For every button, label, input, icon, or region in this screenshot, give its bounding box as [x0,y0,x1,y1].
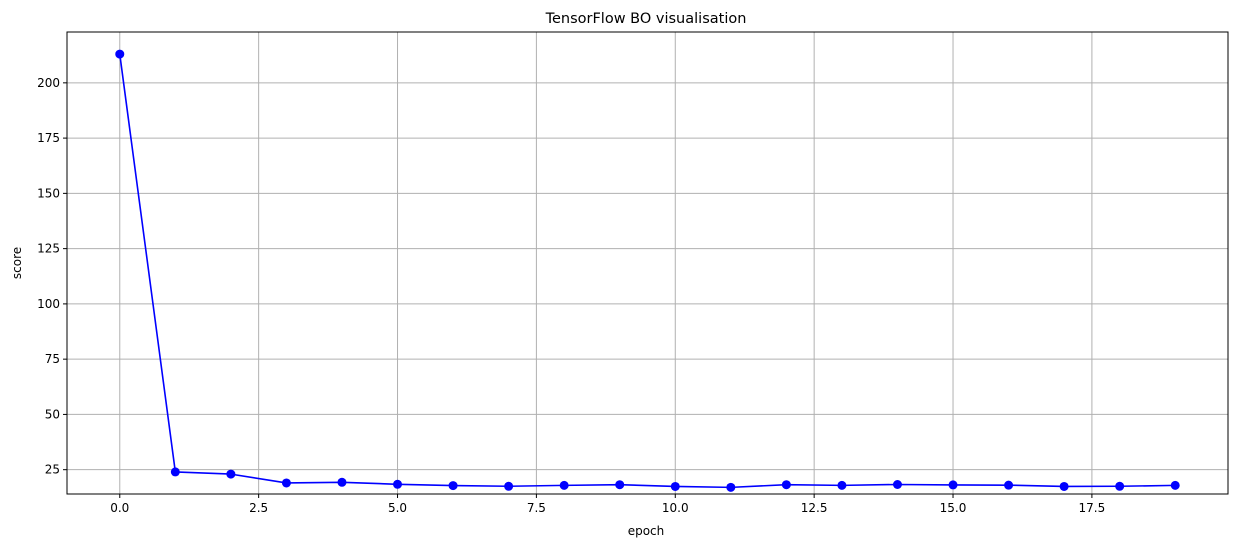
data-point [837,480,847,490]
data-point [115,49,125,59]
x-axis: 0.0 2.5 5.0 7.5 10.0 12.5 15.0 17.5 [110,494,1105,515]
x-tick-label: 0.0 [110,501,129,515]
data-point [281,478,291,488]
y-tick-label: 125 [37,242,60,256]
data-point [1059,481,1069,491]
data-point [559,480,569,490]
data-point [781,480,791,490]
y-tick-label: 200 [37,76,60,90]
data-point [1170,480,1180,490]
data-point [504,481,514,491]
data-point [393,479,403,489]
data-point [892,479,902,489]
plot-frame [66,31,1229,495]
x-tick-label: 15.0 [940,501,967,515]
y-tick-label: 75 [45,352,60,366]
y-tick-label: 50 [45,407,60,421]
x-tick-label: 10.0 [662,501,689,515]
data-point [948,480,958,490]
data-point [670,481,680,491]
y-tick-label: 100 [37,297,60,311]
y-tick-label: 25 [45,463,60,477]
y-axis: 25 50 75 100 125 150 175 200 [37,76,67,477]
y-axis-label: score [10,247,24,279]
data-point [448,481,458,491]
data-point [726,482,736,492]
data-point [226,469,236,479]
x-tick-label: 2.5 [249,501,268,515]
series-layer [115,49,1180,492]
data-point [1004,480,1014,490]
data-point [615,480,625,490]
data-point [1115,481,1125,491]
x-tick-label: 5.0 [388,501,407,515]
y-tick-label: 150 [37,186,60,200]
x-tick-label: 17.5 [1079,501,1106,515]
series-line [118,54,1176,489]
x-tick-label: 7.5 [527,501,546,515]
data-point [337,477,347,487]
data-point [170,467,180,477]
x-axis-label: epoch [628,524,665,538]
x-tick-label: 12.5 [801,501,828,515]
y-tick-label: 175 [37,131,60,145]
grid [67,32,1228,494]
chart-title: TensorFlow BO visualisation [545,11,747,27]
